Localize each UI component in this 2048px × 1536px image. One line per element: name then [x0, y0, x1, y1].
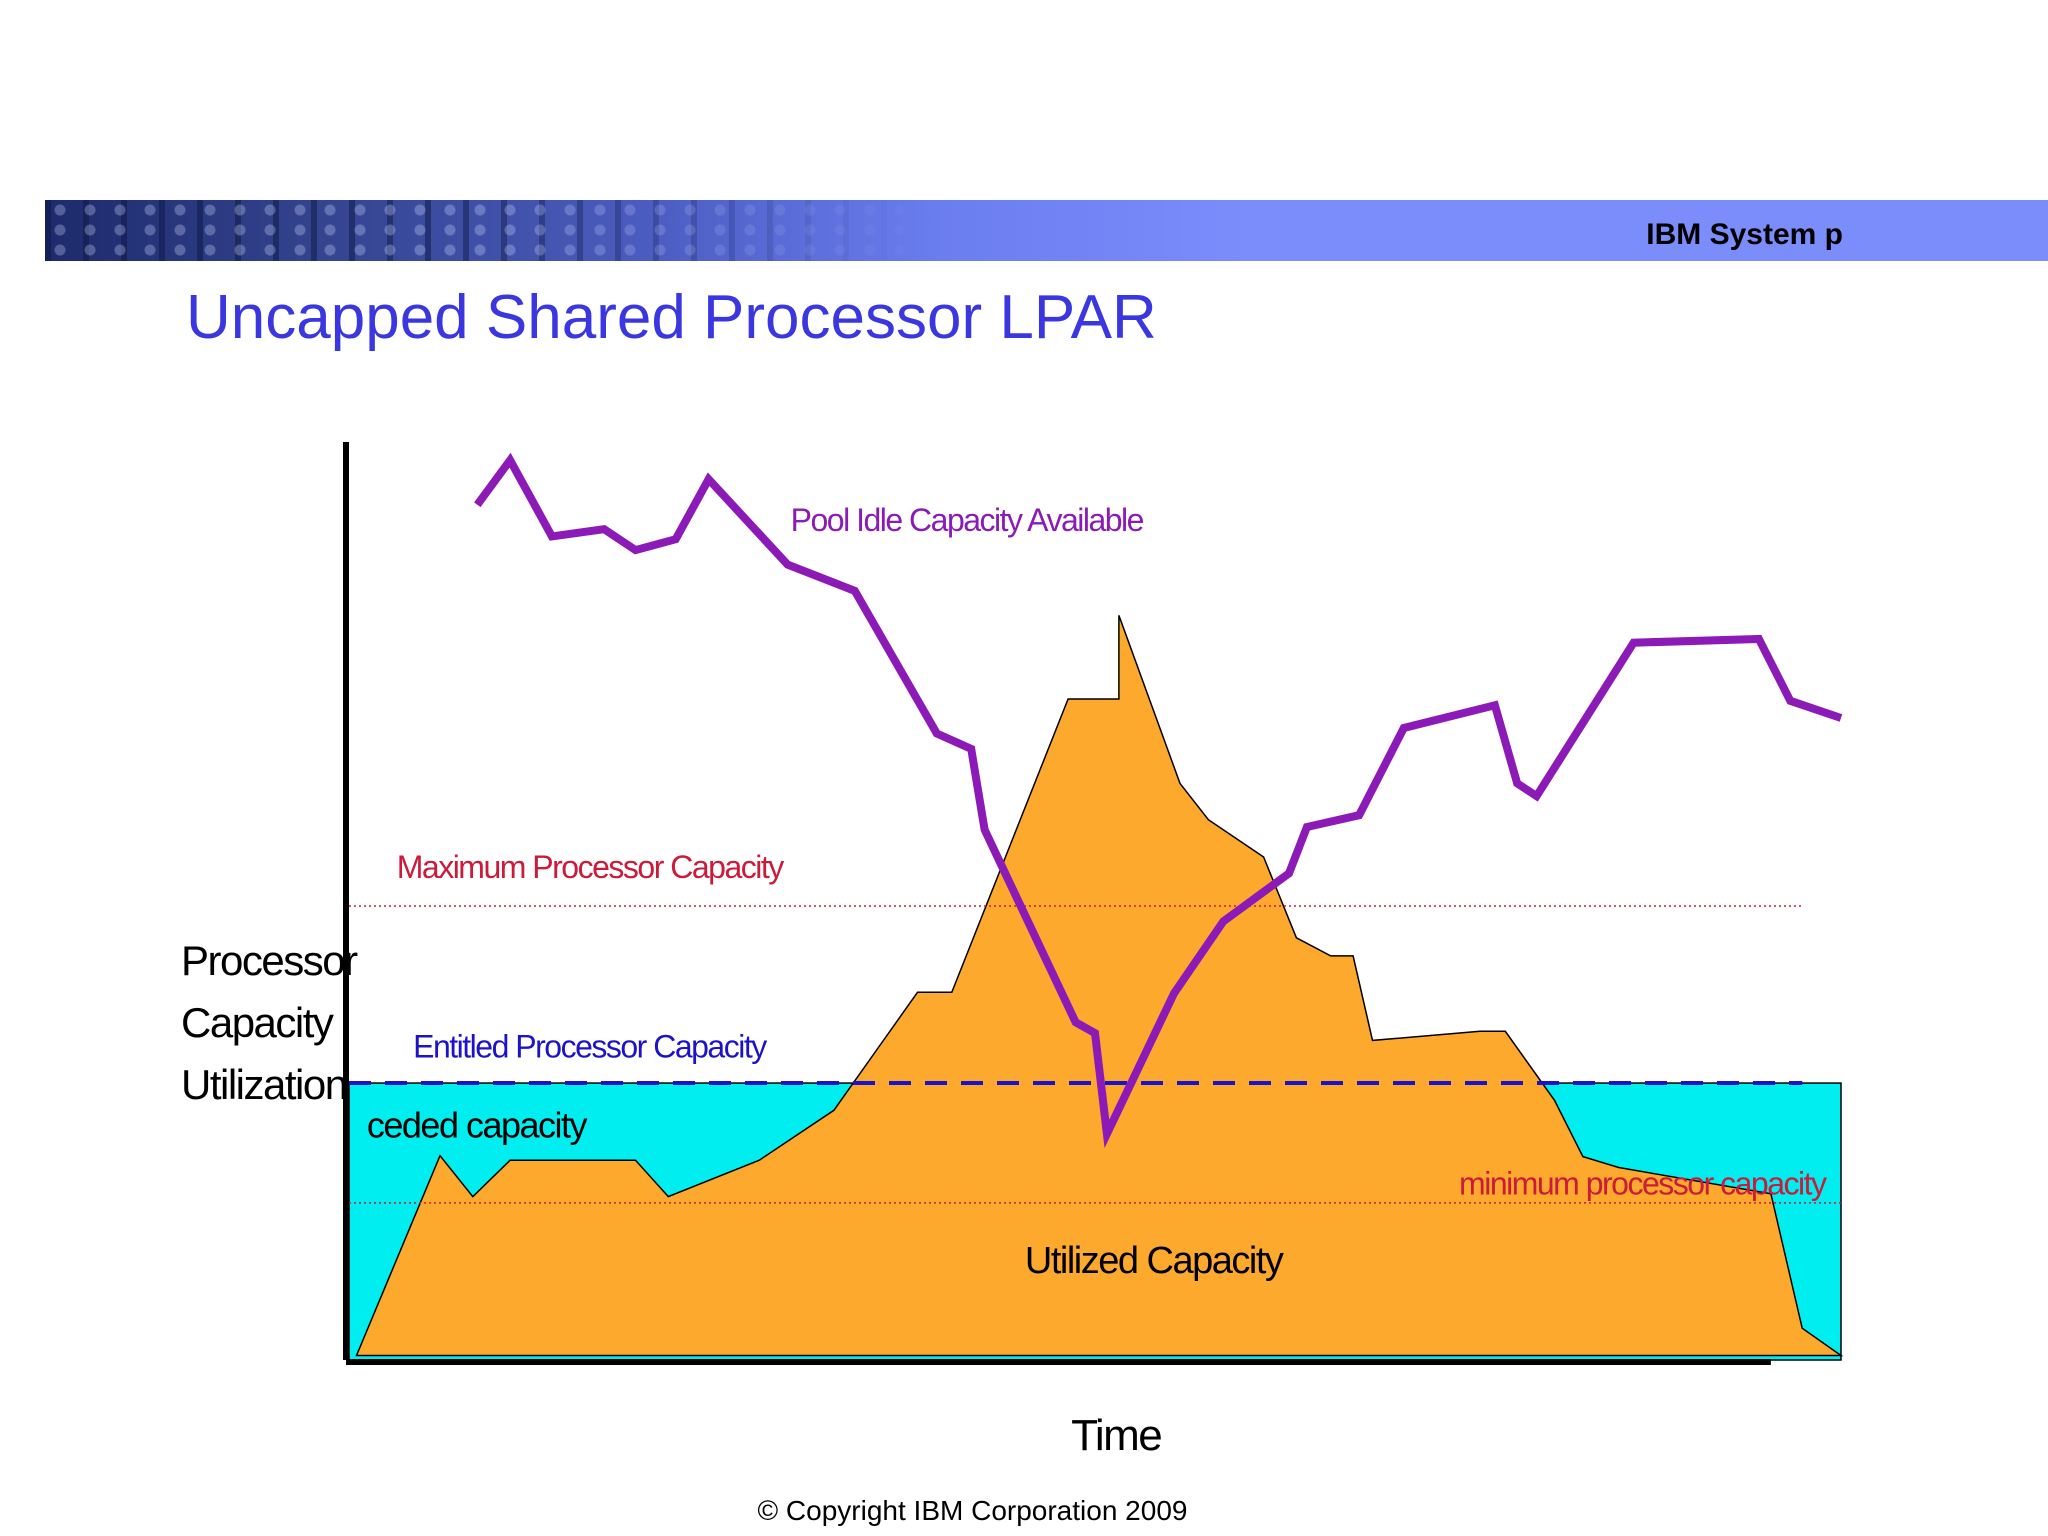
banner-texture-dots — [45, 200, 945, 261]
x-axis-label: Time — [1071, 1411, 1161, 1460]
maximum-capacity-label: Maximum Processor Capacity — [397, 849, 785, 885]
page-title: Uncapped Shared Processor LPAR — [186, 283, 1157, 352]
brand-label: IBM System p — [1646, 218, 1843, 251]
utilized-capacity-label: Utilized Capacity — [1025, 1240, 1284, 1282]
banner-texture-bars — [45, 200, 945, 261]
y-axis-label-line-1: Processor — [181, 937, 358, 984]
pool-idle-label: Pool Idle Capacity Available — [791, 502, 1144, 538]
pool-idle-capacity-line — [474, 452, 1843, 1149]
copyright-text: © Copyright IBM Corporation 2009 — [757, 1495, 1188, 1526]
ceded-capacity-label: ceded capacity — [367, 1105, 588, 1146]
header-banner — [45, 200, 2048, 261]
y-axis-label-line-2: Capacity — [181, 999, 334, 1046]
utilized-capacity-area — [355, 615, 1844, 1357]
y-axis-label-line-3: Utilization — [181, 1061, 347, 1108]
entitled-capacity-label: Entitled Processor Capacity — [413, 1029, 767, 1065]
minimum-capacity-label: minimum processor capacity — [1459, 1166, 1827, 1202]
